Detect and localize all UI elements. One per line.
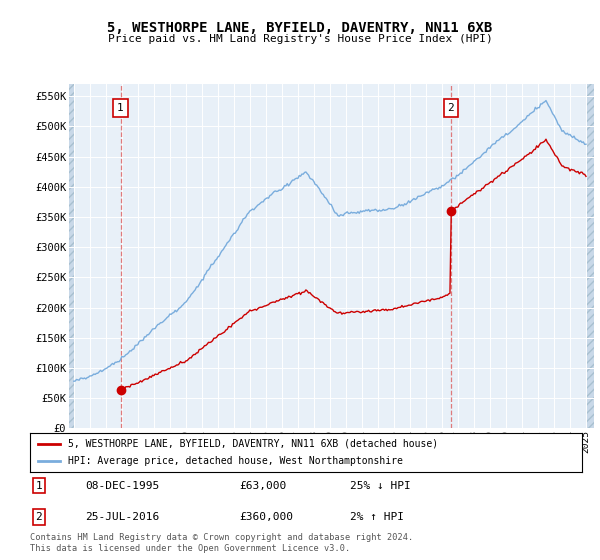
Bar [586, 84, 594, 428]
Text: 08-DEC-1995: 08-DEC-1995 [85, 480, 160, 491]
Text: 1: 1 [117, 103, 124, 113]
Text: 25% ↓ HPI: 25% ↓ HPI [350, 480, 411, 491]
Text: 5, WESTHORPE LANE, BYFIELD, DAVENTRY, NN11 6XB: 5, WESTHORPE LANE, BYFIELD, DAVENTRY, NN… [107, 21, 493, 35]
Bar [69, 84, 74, 428]
Text: £63,000: £63,000 [240, 480, 287, 491]
Text: 2% ↑ HPI: 2% ↑ HPI [350, 512, 404, 522]
Text: 2: 2 [448, 103, 454, 113]
Text: 2: 2 [35, 512, 42, 522]
Text: Contains HM Land Registry data © Crown copyright and database right 2024.
This d: Contains HM Land Registry data © Crown c… [30, 533, 413, 553]
Text: 1: 1 [35, 480, 42, 491]
Text: 5, WESTHORPE LANE, BYFIELD, DAVENTRY, NN11 6XB (detached house): 5, WESTHORPE LANE, BYFIELD, DAVENTRY, NN… [68, 438, 437, 449]
Text: £360,000: £360,000 [240, 512, 294, 522]
Text: 25-JUL-2016: 25-JUL-2016 [85, 512, 160, 522]
Text: Price paid vs. HM Land Registry's House Price Index (HPI): Price paid vs. HM Land Registry's House … [107, 34, 493, 44]
Text: HPI: Average price, detached house, West Northamptonshire: HPI: Average price, detached house, West… [68, 456, 403, 466]
